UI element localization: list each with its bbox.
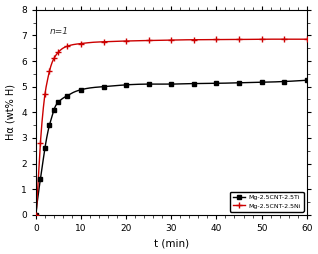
Y-axis label: Hα (wt% H): Hα (wt% H)	[5, 84, 16, 140]
Text: n=1: n=1	[49, 27, 68, 36]
Legend: Mg-2.5CNT-2.5Ti, Mg-2.5CNT-2.5Ni: Mg-2.5CNT-2.5Ti, Mg-2.5CNT-2.5Ni	[230, 192, 304, 212]
X-axis label: t (min): t (min)	[154, 239, 189, 248]
